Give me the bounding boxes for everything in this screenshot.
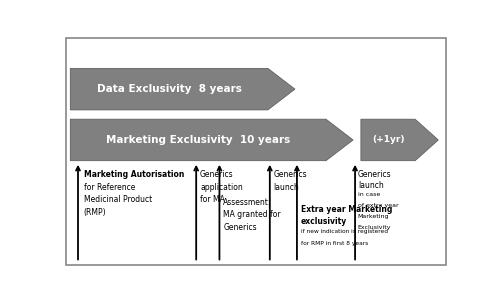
Polygon shape	[361, 119, 438, 161]
Text: Generics: Generics	[224, 223, 257, 232]
Text: (RMP): (RMP)	[84, 208, 106, 217]
Text: Extra year Marketing: Extra year Marketing	[301, 205, 392, 214]
Text: in case: in case	[358, 192, 380, 197]
Text: Assessment:: Assessment:	[224, 198, 272, 207]
Text: MA granted for: MA granted for	[224, 210, 281, 219]
Text: Data Exclusivity  8 years: Data Exclusivity 8 years	[96, 84, 242, 94]
Text: application: application	[200, 183, 243, 192]
Text: Generics: Generics	[274, 170, 308, 179]
Text: (+1yr): (+1yr)	[372, 135, 404, 144]
Text: Marketing Autorisation: Marketing Autorisation	[84, 170, 184, 179]
Text: for MA: for MA	[200, 195, 225, 204]
Text: launch: launch	[274, 183, 299, 192]
Text: for Reference: for Reference	[84, 183, 135, 192]
Text: Exclusivity: Exclusivity	[358, 225, 392, 230]
Text: Marketing: Marketing	[358, 214, 390, 219]
Text: launch: launch	[358, 181, 384, 190]
Text: Marketing Exclusivity  10 years: Marketing Exclusivity 10 years	[106, 135, 290, 145]
Text: if new indication is registered: if new indication is registered	[301, 229, 388, 234]
Text: for RMP in first 8 years: for RMP in first 8 years	[301, 241, 368, 246]
Polygon shape	[70, 68, 295, 110]
Text: Generics: Generics	[358, 170, 392, 179]
Polygon shape	[70, 119, 353, 161]
Text: of extra year: of extra year	[358, 203, 399, 208]
Text: exclusivity: exclusivity	[301, 217, 347, 226]
Text: Generics: Generics	[200, 170, 234, 179]
Text: Medicinal Product: Medicinal Product	[84, 195, 152, 204]
